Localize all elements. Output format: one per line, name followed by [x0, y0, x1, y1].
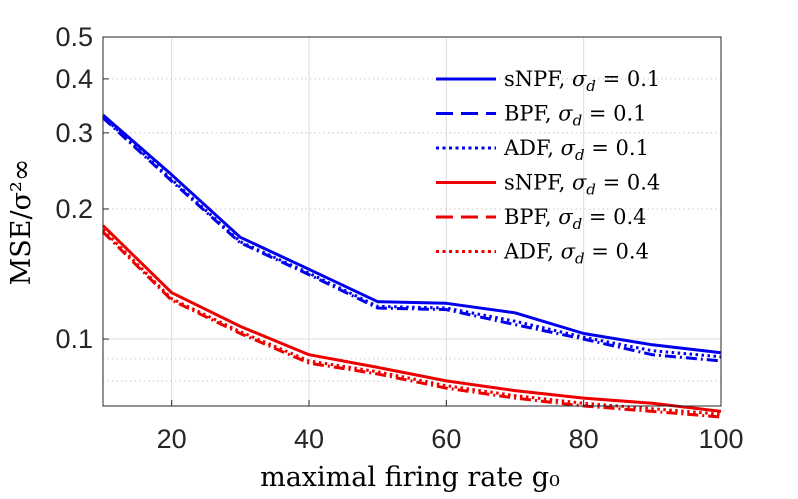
legend-entry-3: sNPF, σd = 0.4 — [504, 171, 660, 199]
series-line-0 — [102, 113, 722, 355]
x-tick-label: 20 — [157, 424, 187, 454]
y-tick-label: 0.5 — [55, 22, 93, 52]
legend-entry-1: BPF, σd = 0.1 — [504, 102, 647, 130]
x-axis-label-text: maximal firing rate g₀ — [260, 462, 560, 493]
y-axis-label-text: MSE/σ²∞ — [6, 159, 37, 286]
series-line-1 — [101, 116, 722, 363]
y-tick-label: 0.2 — [55, 194, 93, 224]
legend-entry-4: BPF, σd = 0.4 — [504, 205, 647, 233]
series-line-2 — [101, 115, 722, 359]
x-tick-label: 100 — [698, 424, 743, 454]
legend: sNPF, σd = 0.1 BPF, σd = 0.1 ADF, σd = 0.1… — [436, 67, 660, 268]
plot-frame — [102, 36, 722, 407]
legend-entry-5: ADF, σd = 0.4 — [503, 240, 649, 268]
y-tick-label: 0.1 — [55, 324, 93, 354]
y-tick-label: 0.4 — [55, 64, 93, 94]
series-line-3 — [101, 224, 722, 413]
legend-entry-0: sNPF, σd = 0.1 — [504, 67, 660, 95]
axis-ticks: 20 40 60 80 100 0.1 0.2 0.3 0.4 0.5 — [55, 22, 743, 454]
y-tick-label: 0.3 — [55, 118, 93, 148]
series-lines — [101, 113, 722, 419]
x-tick-label: 40 — [294, 424, 324, 454]
x-tick-label: 80 — [569, 424, 599, 454]
x-tick-label: 60 — [431, 424, 461, 454]
y-axis-label: MSE/σ²∞ — [6, 159, 37, 286]
x-axis-label: maximal firing rate g₀ — [260, 462, 560, 493]
legend-entry-2: ADF, σd = 0.1 — [503, 136, 649, 164]
series-line-4 — [101, 230, 722, 419]
